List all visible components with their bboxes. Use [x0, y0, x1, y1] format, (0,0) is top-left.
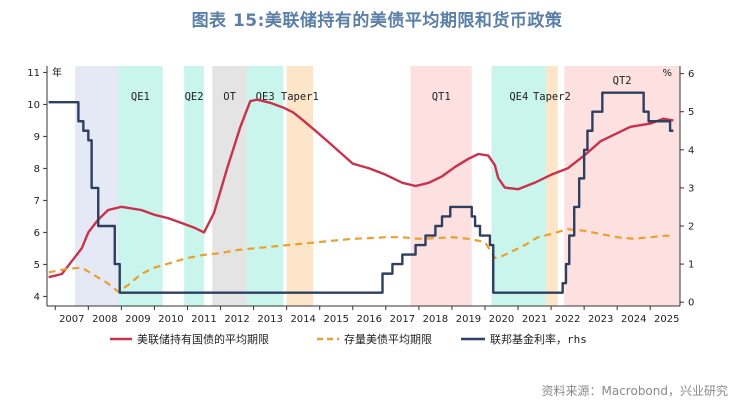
x-tick-label-1: 2008 — [92, 314, 117, 325]
policy-band-label-1: QE1 — [131, 91, 150, 103]
left-tick-label-5: 9 — [34, 132, 40, 143]
right-tick-label-1: 1 — [688, 260, 694, 271]
policy-band-label-2: QE2 — [185, 91, 204, 103]
x-tick-label-14: 2021 — [522, 314, 547, 325]
series-line-0 — [48, 98, 674, 279]
x-tick-label-10: 2017 — [390, 314, 415, 325]
left-tick-label-3: 7 — [34, 196, 40, 207]
left-tick-label-0: 4 — [34, 292, 40, 303]
x-tick-label-2: 2009 — [125, 314, 150, 325]
chart-title: 图表 15:美联储持有的美债平均期限和货币政策 — [191, 11, 563, 31]
axes-layer: 4 5 6 7 8 9 10 11 0 1 2 3 4 5 6 年 % 2007 2008 2009 2010 2011 2… — [27, 66, 694, 325]
policy-band-3 — [212, 66, 247, 306]
left-tick-label-7: 11 — [27, 68, 40, 79]
left-tick-label-2: 6 — [34, 228, 40, 239]
right-axis-unit: % — [662, 68, 672, 79]
right-tick-label-4: 4 — [688, 145, 694, 156]
right-tick-label-2: 2 — [688, 222, 694, 233]
policy-band-5 — [286, 66, 314, 306]
x-tick-label-7: 2014 — [290, 314, 315, 325]
x-tick-label-15: 2022 — [555, 314, 580, 325]
right-tick-label-5: 5 — [688, 107, 694, 118]
legend-label-1: 存量美债平均期限 — [344, 332, 432, 346]
right-tick-label-0: 0 — [688, 298, 694, 309]
x-tick-label-17: 2024 — [621, 314, 646, 325]
left-tick-label-4: 8 — [34, 164, 40, 175]
series-line-1 — [48, 228, 674, 293]
x-tick-label-16: 2023 — [588, 314, 613, 325]
policy-band-1 — [118, 66, 163, 306]
policy-band-label-5: Taper1 — [281, 91, 319, 103]
policy-band-label-9: QT2 — [613, 75, 632, 87]
policy-band-0 — [75, 66, 119, 306]
series-layer — [48, 91, 674, 294]
legend-label-2: 联邦基金利率，rhs — [490, 332, 587, 346]
policy-band-label-8: Taper2 — [533, 91, 571, 103]
x-tick-label-8: 2015 — [324, 314, 349, 325]
x-tick-label-9: 2016 — [357, 314, 382, 325]
x-tick-label-6: 2013 — [257, 314, 282, 325]
policy-band-7 — [491, 66, 547, 306]
policy-band-label-7: QE4 — [509, 91, 528, 103]
policy-band-9 — [564, 66, 680, 306]
x-tick-label-3: 2010 — [158, 314, 183, 325]
x-tick-label-11: 2018 — [423, 314, 448, 325]
policy-band-6 — [410, 66, 472, 306]
legend: 美联储持有国债的平均期限 存量美债平均期限 联邦基金利率，rhs — [110, 332, 587, 346]
left-tick-label-1: 5 — [34, 260, 40, 271]
source-note: 资料来源：Macrobond，兴业研究 — [541, 384, 729, 398]
x-tick-label-4: 2011 — [191, 314, 216, 325]
policy-band-8 — [546, 66, 558, 306]
right-tick-label-6: 6 — [688, 69, 694, 80]
left-tick-label-6: 10 — [27, 100, 40, 111]
x-tick-label-5: 2012 — [224, 314, 249, 325]
x-tick-label-18: 2025 — [654, 314, 679, 325]
left-axis-unit: 年 — [52, 66, 62, 79]
policy-band-2 — [184, 66, 205, 306]
x-tick-label-13: 2020 — [489, 314, 514, 325]
x-tick-label-12: 2019 — [456, 314, 481, 325]
policy-band-label-6: QT1 — [432, 91, 451, 103]
x-tick-label-0: 2007 — [59, 314, 84, 325]
right-tick-label-3: 3 — [688, 183, 694, 194]
legend-label-0: 美联储持有国债的平均期限 — [137, 332, 269, 346]
series-line-2 — [48, 91, 674, 294]
policy-bands — [75, 66, 680, 306]
policy-band-label-3: OT — [223, 91, 236, 103]
